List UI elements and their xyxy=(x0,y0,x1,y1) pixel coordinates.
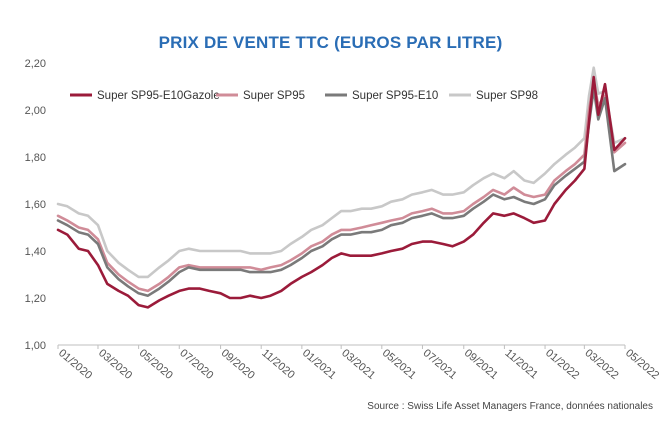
x-tick-label: 05/2021 xyxy=(380,347,418,382)
legend-label: Super SP95 xyxy=(243,90,305,102)
series-line-1 xyxy=(56,80,627,293)
x-tick-label: 07/2021 xyxy=(421,347,459,382)
y-tick-label: 1,40 xyxy=(25,246,46,258)
x-tick-label: 11/2020 xyxy=(259,347,297,381)
x-tick-label: 09/2020 xyxy=(219,347,257,382)
x-tick-label: 05/2022 xyxy=(623,347,661,382)
series-line-2 xyxy=(56,87,627,298)
legend: Super SP95-E10Gazole Super SP95 Super SP95… xyxy=(70,90,538,102)
legend-label: Super SP95-E10Gazole xyxy=(97,90,220,102)
chart-source: Source : Swiss Life Asset Managers Franc… xyxy=(367,401,653,412)
series-line-0 xyxy=(56,75,627,309)
y-tick-label: 2,20 xyxy=(25,58,46,70)
x-tick-label: 01/2022 xyxy=(543,347,581,382)
x-tick-label: 07/2020 xyxy=(177,347,215,382)
y-tick-label: 1,20 xyxy=(25,293,46,305)
x-tick-label: 03/2021 xyxy=(339,347,377,382)
x-axis: 01/2020 03/2020 05/2020 07/2020 09/2020 11/20… xyxy=(56,344,661,382)
x-tick-label: 01/2020 xyxy=(56,347,94,382)
series-line-3 xyxy=(56,66,627,279)
chart-title: PRIX DE VENTE TTC (EUROS PAR LITRE) xyxy=(158,33,503,52)
x-tick-label: 09/2021 xyxy=(462,347,500,382)
x-tick-label: 03/2022 xyxy=(582,347,620,382)
y-tick-label: 2,00 xyxy=(25,105,46,117)
x-tick-label: 11/2021 xyxy=(502,347,540,381)
y-tick-label: 1,60 xyxy=(25,199,46,211)
x-tick-label: 03/2020 xyxy=(96,347,134,382)
y-tick-label: 1,00 xyxy=(25,340,46,352)
x-tick-label: 01/2021 xyxy=(300,347,338,382)
y-tick-label: 1,80 xyxy=(25,152,46,164)
series-layer xyxy=(56,66,627,309)
legend-label: Super SP98 xyxy=(476,90,538,102)
legend-label: Super SP95-E10 xyxy=(352,90,438,102)
y-axis: 1,00 1,20 1,40 1,60 1,80 2,00 2,20 xyxy=(25,58,46,352)
x-tick-label: 05/2020 xyxy=(137,347,175,382)
